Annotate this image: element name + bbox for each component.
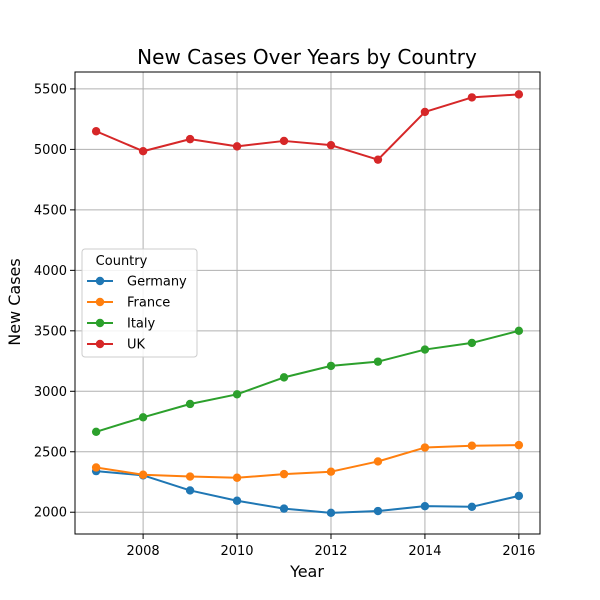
- plot-frame: [74, 71, 541, 535]
- data-point-france: [420, 443, 430, 452]
- data-point-italy: [514, 326, 524, 336]
- data-point-france: [232, 473, 242, 482]
- y-tick-label: 2000: [34, 506, 67, 521]
- y-tick-label: 3000: [34, 385, 67, 400]
- data-point-france: [326, 467, 336, 476]
- legend-label-france: France: [127, 296, 170, 311]
- x-tick-label: 2012: [314, 544, 347, 559]
- data-point-uk: [420, 107, 430, 117]
- legend-marker-uk: [95, 339, 105, 349]
- data-point-germany: [514, 491, 524, 501]
- series-line-germany: [96, 470, 520, 514]
- series-italy: [91, 326, 524, 437]
- data-point-germany: [326, 508, 336, 518]
- data-point-france: [91, 463, 101, 472]
- data-point-italy: [373, 357, 383, 366]
- data-point-uk: [91, 127, 101, 136]
- data-point-germany: [232, 496, 242, 505]
- y-tick-label: 3500: [34, 324, 67, 339]
- data-point-germany: [279, 504, 289, 513]
- data-point-germany: [185, 486, 195, 495]
- data-point-italy: [138, 413, 148, 422]
- y-tick-label: 5000: [34, 143, 67, 158]
- y-tick-label: 5500: [34, 82, 67, 97]
- data-point-france: [514, 440, 524, 450]
- legend-marker-italy: [95, 318, 105, 328]
- data-point-germany: [467, 502, 477, 511]
- legend-box: [81, 248, 198, 358]
- y-tick-label: 2500: [34, 445, 67, 460]
- data-point-italy: [91, 427, 101, 437]
- legend-label-italy: Italy: [127, 317, 156, 332]
- series-line-italy: [95, 329, 520, 433]
- data-point-uk: [185, 134, 195, 144]
- data-point-italy: [279, 373, 289, 382]
- series-layer: [91, 90, 524, 518]
- data-point-italy: [326, 361, 336, 371]
- data-point-italy: [185, 399, 195, 409]
- data-point-germany: [373, 506, 383, 516]
- legend-marker-france: [95, 297, 105, 307]
- data-point-uk: [138, 147, 148, 156]
- x-tick-label: 2008: [127, 544, 160, 559]
- y-axis-label: New Cases: [5, 258, 24, 345]
- y-tick-label: 4000: [34, 264, 67, 279]
- data-point-uk: [232, 142, 242, 151]
- data-point-uk: [279, 136, 289, 146]
- data-point-germany: [420, 501, 430, 511]
- data-point-uk: [326, 140, 336, 150]
- ticks: 2008 2010 2012 2014 2016 2000 2500 3000 3500 4000…: [34, 82, 536, 559]
- data-point-italy: [420, 345, 430, 354]
- legend-label-uk: UK: [127, 338, 146, 353]
- data-point-uk: [467, 93, 477, 102]
- legend-marker-germany: [95, 276, 105, 286]
- data-point-france: [138, 470, 148, 479]
- data-point-france: [185, 472, 195, 481]
- series-france: [91, 440, 524, 482]
- x-tick-label: 2014: [408, 544, 441, 559]
- data-point-italy: [232, 390, 242, 399]
- legend-title: Country: [96, 254, 148, 269]
- data-point-uk: [373, 155, 383, 164]
- x-axis-label: Year: [289, 562, 324, 581]
- series-line-france: [95, 444, 519, 479]
- legend-label-germany: Germany: [127, 275, 187, 290]
- chart-title: New Cases Over Years by Country: [137, 45, 477, 69]
- series-uk: [91, 90, 524, 164]
- data-point-france: [279, 469, 289, 479]
- data-point-france: [467, 441, 477, 450]
- y-tick-label: 4500: [34, 203, 67, 218]
- data-point-france: [373, 457, 383, 466]
- legend: Country Germany France Italy UK: [81, 248, 198, 358]
- data-point-uk: [514, 90, 524, 99]
- x-tick-label: 2016: [502, 544, 535, 559]
- data-point-italy: [467, 338, 477, 348]
- series-line-uk: [95, 93, 519, 161]
- x-tick-label: 2010: [220, 544, 253, 559]
